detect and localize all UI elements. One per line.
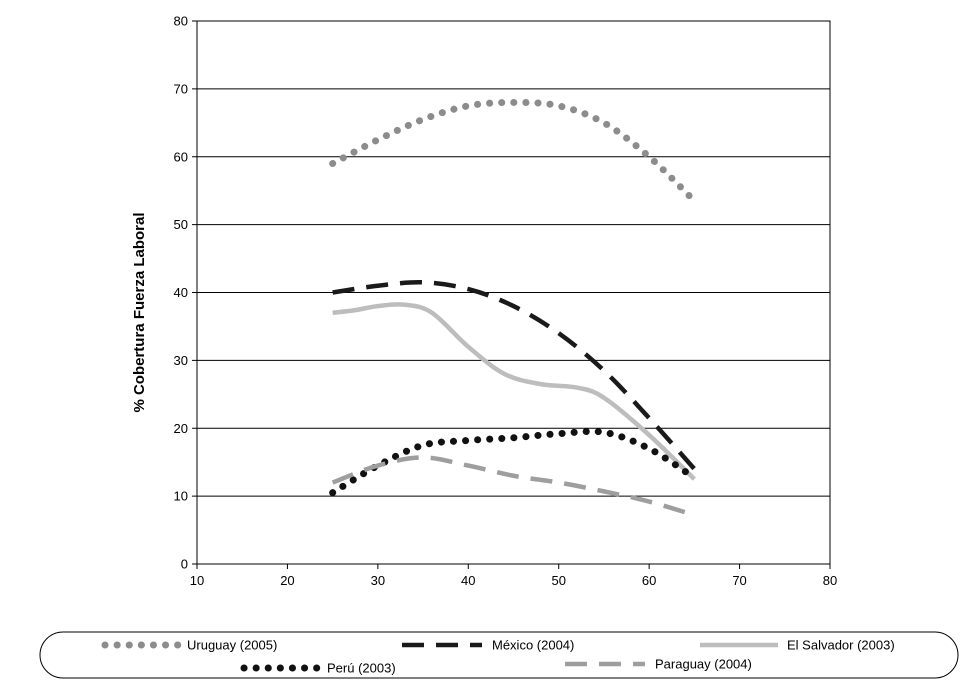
legend-label-4: Perú (2003) — [327, 661, 396, 676]
series-line-2 — [332, 279, 697, 471]
legend-label-5: Paraguay (2004) — [655, 657, 752, 672]
grid-lines — [197, 88, 830, 497]
x-tick-label: 20 — [280, 573, 294, 588]
legend: Uruguay (2005) México (2004) El Salvador (… — [39, 631, 959, 679]
series-line-4 — [329, 427, 698, 497]
y-tick-label: 30 — [174, 353, 188, 368]
x-tick-label: 80 — [823, 573, 837, 588]
x-axis-ticks: 10 20 30 40 50 60 70 80 — [190, 564, 837, 588]
x-tick-label: 70 — [732, 573, 746, 588]
x-tick-label: 30 — [371, 573, 385, 588]
legend-label-1: Uruguay (2005) — [187, 638, 277, 653]
y-axis-label: % Cobertura Fuerza Laboral — [131, 212, 148, 412]
plot-area-frame — [196, 20, 831, 565]
series-group — [329, 98, 698, 518]
x-tick-label: 50 — [551, 573, 565, 588]
y-axis-ticks: 0 10 20 30 40 50 60 70 80 — [174, 14, 197, 572]
y-tick-label: 40 — [174, 285, 188, 300]
y-tick-label: 20 — [174, 421, 188, 436]
legend-box — [39, 631, 959, 679]
y-tick-label: 0 — [181, 557, 188, 572]
y-tick-label: 80 — [174, 14, 188, 29]
y-tick-label: 70 — [174, 81, 188, 96]
legend-label-3: El Salvador (2003) — [787, 638, 895, 653]
series-line-5 — [331, 455, 696, 518]
y-tick-label: 10 — [174, 489, 188, 504]
x-tick-label: 60 — [642, 573, 656, 588]
y-tick-label: 50 — [174, 217, 188, 232]
y-tick-label: 60 — [174, 149, 188, 164]
series-line-3 — [332, 302, 696, 481]
legend-label-2: México (2004) — [492, 638, 574, 653]
x-tick-label: 40 — [461, 573, 475, 588]
x-tick-label: 10 — [190, 573, 204, 588]
series-line-1 — [329, 98, 698, 205]
